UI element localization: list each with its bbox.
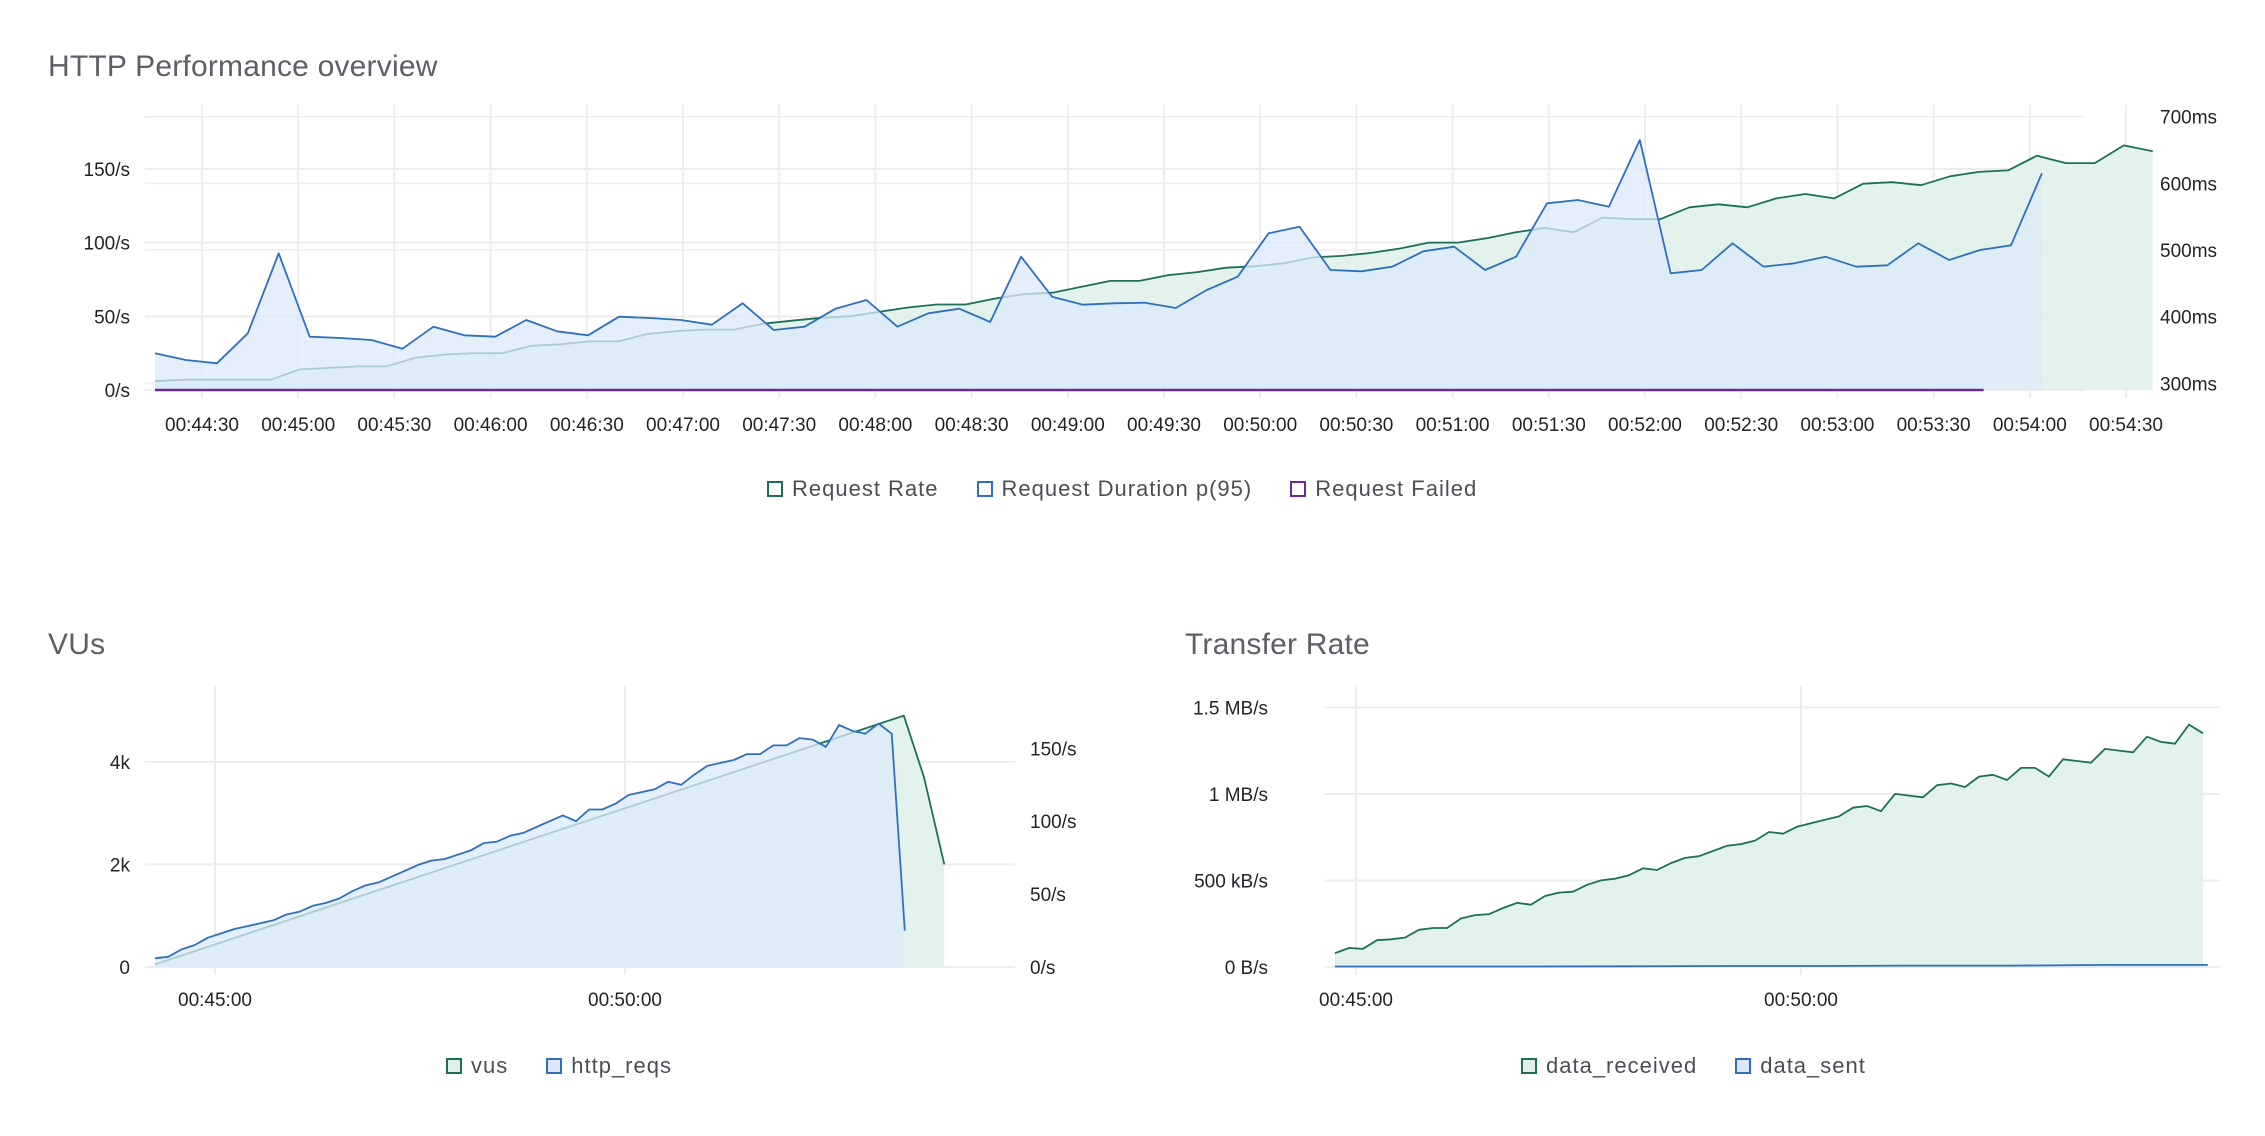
transfer-legend: data_received data_sent: [1521, 1053, 1866, 1079]
vus-plot: 0 2k 4k 0/s 50/s 100/s 150/s 00:45:00 00:50:00: [110, 685, 1076, 1011]
x-tick-label: 00:45:00: [261, 415, 335, 436]
legend-label-request-failed: Request Failed: [1315, 476, 1478, 501]
legend-swatch-data-sent: [1735, 1058, 1752, 1074]
legend-swatch-request-failed: [1290, 481, 1307, 497]
legend-label-data-sent: data_sent: [1760, 1053, 1866, 1078]
legend-label-http-reqs: http_reqs: [571, 1053, 672, 1078]
x-tick-label: 00:53:00: [1800, 415, 1874, 436]
x-tick-label: 00:54:30: [2089, 415, 2163, 436]
y-right-tick-label: 0/s: [1030, 958, 1055, 979]
legend-item-data-sent[interactable]: data_sent: [1735, 1053, 1866, 1079]
legend-label-request-duration: Request Duration p(95): [1001, 476, 1253, 501]
legend-item-data-received[interactable]: data_received: [1521, 1053, 1697, 1079]
vus-legend: vus http_reqs: [446, 1053, 672, 1079]
x-tick-label: 00:48:00: [838, 415, 912, 436]
legend-swatch-data-received: [1521, 1058, 1537, 1074]
series-line-request-duration-p-95: [154, 139, 2043, 365]
y-left-tick-label: 150/s: [84, 160, 130, 181]
x-tick-label: 00:47:30: [742, 415, 816, 436]
x-tick-label: 00:46:30: [550, 415, 624, 436]
y-left-tick-label: 1.5 MB/s: [1193, 698, 1268, 719]
x-tick-label: 00:51:00: [1416, 415, 1490, 436]
x-tick-label: 00:51:30: [1512, 415, 1586, 436]
x-tick-label: 00:45:00: [1319, 990, 1393, 1011]
x-tick-label: 00:50:00: [588, 990, 662, 1011]
series-area-data-received: [1335, 724, 2203, 967]
transfer-plot: 0 B/s 500 kB/s 1 MB/s 1.5 MB/s 00:45:00 00:50…: [1193, 685, 2220, 1011]
x-tick-label: 00:50:00: [1223, 415, 1297, 436]
series-line-http-reqs: [154, 722, 906, 960]
y-right-tick-label: 500ms: [2160, 241, 2217, 262]
x-tick-label: 00:50:00: [1764, 990, 1838, 1011]
x-tick-label: 00:49:30: [1127, 415, 1201, 436]
series-area-request-duration-p-95: [155, 140, 2042, 390]
x-tick-label: 00:50:30: [1319, 415, 1393, 436]
legend-item-request-rate[interactable]: Request Rate: [767, 476, 939, 502]
y-left-tick-label: 2k: [110, 855, 131, 876]
y-right-tick-label: 50/s: [1030, 885, 1066, 906]
x-tick-label: 00:45:00: [178, 990, 252, 1011]
y-left-tick-label: 0: [119, 958, 130, 979]
legend-swatch-request-rate: [767, 481, 783, 497]
y-left-tick-label: 0/s: [105, 381, 130, 402]
legend-item-request-duration[interactable]: Request Duration p(95): [976, 476, 1253, 502]
y-left-tick-label: 50/s: [94, 307, 130, 328]
x-tick-label: 00:46:00: [454, 415, 528, 436]
http-panel-title: HTTP Performance overview: [48, 50, 438, 83]
x-tick-label: 00:44:30: [165, 415, 239, 436]
legend-swatch-vus: [446, 1058, 462, 1074]
y-left-tick-label: 1 MB/s: [1209, 785, 1268, 806]
legend-label-request-rate: Request Rate: [792, 476, 939, 501]
y-right-tick-label: 400ms: [2160, 308, 2217, 329]
series-area-http-reqs: [155, 723, 905, 967]
series-line-data-received: [1334, 723, 2204, 954]
x-tick-label: 00:54:00: [1993, 415, 2067, 436]
y-left-tick-label: 4k: [110, 753, 131, 774]
series-line-data-sent: [1335, 964, 2208, 968]
y-right-tick-label: 100/s: [1030, 812, 1076, 833]
y-right-tick-label: 600ms: [2160, 174, 2217, 195]
x-tick-label: 00:52:00: [1608, 415, 1682, 436]
legend-label-vus: vus: [471, 1053, 509, 1078]
vus-panel-title: VUs: [48, 628, 106, 661]
legend-label-data-received: data_received: [1546, 1053, 1698, 1078]
x-tick-label: 00:48:30: [935, 415, 1009, 436]
x-tick-label: 00:49:00: [1031, 415, 1105, 436]
legend-item-vus[interactable]: vus: [446, 1053, 508, 1079]
legend-item-http-reqs[interactable]: http_reqs: [546, 1053, 672, 1079]
y-right-tick-label: 150/s: [1030, 739, 1076, 760]
y-right-tick-label: 300ms: [2160, 374, 2217, 395]
x-tick-label: 00:45:30: [357, 415, 431, 436]
legend-item-request-failed[interactable]: Request Failed: [1290, 476, 1477, 502]
y-right-tick-label: 700ms: [2160, 108, 2217, 129]
transfer-panel-title: Transfer Rate: [1185, 628, 1370, 661]
x-tick-label: 00:47:00: [646, 415, 720, 436]
y-left-tick-label: 500 kB/s: [1194, 871, 1268, 892]
y-left-tick-label: 100/s: [84, 234, 130, 255]
legend-swatch-http-reqs: [546, 1058, 563, 1074]
http-legend: Request Rate Request Duration p(95) Requ…: [767, 476, 1477, 502]
x-tick-label: 00:52:30: [1704, 415, 1778, 436]
x-tick-label: 00:53:30: [1897, 415, 1971, 436]
legend-swatch-request-duration: [976, 481, 993, 497]
http-plot: 0/s 50/s 100/s 150/s 300ms 400ms 500ms 600ms 700…: [84, 105, 2217, 436]
y-left-tick-label: 0 B/s: [1225, 958, 1268, 979]
